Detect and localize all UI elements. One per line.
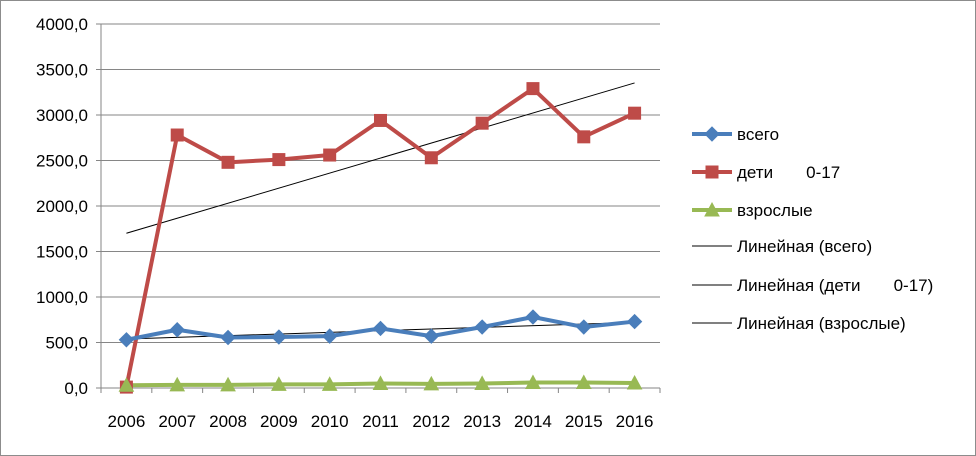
y-tick-label: 3500,0	[36, 61, 88, 80]
data-point	[576, 319, 592, 335]
data-point	[628, 106, 642, 120]
x-tick-label: 2012	[412, 412, 450, 431]
y-tick-label: 2500,0	[36, 152, 88, 171]
x-tick-label: 2010	[311, 412, 349, 431]
data-point	[525, 374, 541, 390]
x-tick-label: 2013	[463, 412, 501, 431]
data-point	[423, 328, 440, 344]
y-tick-label: 1500,0	[36, 243, 88, 262]
x-tick-labels: 2006 2007 2008 2009 2010 2011 2012 2013 2014 2015…	[107, 412, 653, 431]
y-tick-label: 0,0	[64, 379, 88, 398]
data-point	[424, 151, 438, 165]
series-lines	[118, 82, 643, 394]
legend-label: Линейная (всего)	[737, 237, 872, 256]
data-point	[374, 113, 387, 127]
x-tick-label: 2015	[565, 412, 603, 431]
trendlines	[126, 82, 635, 386]
x-tick-label: 2007	[158, 412, 196, 431]
data-point	[704, 201, 720, 217]
x-tick-label: 2016	[616, 412, 654, 431]
data-point	[169, 322, 185, 338]
legend-label: Линейная (дети 0-17)	[737, 276, 933, 295]
data-point	[323, 148, 337, 162]
x-tick-label: 2011	[362, 412, 399, 431]
data-point	[271, 376, 287, 391]
y-tick-label: 3000,0	[36, 106, 88, 125]
legend-label: взрослые	[737, 201, 813, 220]
y-tick-labels: 0,0 500,0 1000,0 1500,0 2000,0 2500,0 3000,0 35…	[36, 15, 88, 398]
data-point	[626, 374, 643, 390]
y-tick-label: 2000,0	[36, 197, 88, 216]
data-point	[372, 320, 389, 337]
data-point	[526, 82, 540, 96]
data-point	[220, 376, 236, 392]
x-tick-label: 2014	[514, 412, 552, 431]
data-point	[321, 376, 338, 391]
data-point	[575, 374, 592, 390]
data-point	[272, 153, 286, 167]
x-tick-label: 2008	[209, 412, 247, 431]
data-point	[372, 375, 389, 390]
y-tick-label: 1000,0	[36, 288, 88, 307]
data-point	[321, 328, 338, 344]
data-point	[705, 165, 719, 179]
data-point	[118, 332, 135, 348]
trendline	[126, 82, 635, 234]
data-point	[221, 155, 235, 169]
data-point	[474, 319, 490, 335]
data-point	[626, 313, 643, 330]
data-point	[704, 126, 720, 142]
x-tick-label: 2009	[260, 412, 298, 431]
data-point	[423, 375, 440, 391]
data-point	[271, 329, 287, 345]
legend-label: всего	[737, 125, 779, 144]
data-point	[474, 375, 490, 390]
data-point	[118, 377, 135, 392]
data-point	[577, 130, 591, 144]
data-point	[169, 376, 186, 392]
legend-label: Линейная (взрослые)	[737, 314, 906, 333]
y-tick-label: 500,0	[45, 334, 88, 353]
data-point	[475, 116, 489, 130]
legend-label: дети 0-17	[737, 163, 840, 182]
data-point	[525, 309, 541, 325]
x-tick-label: 2006	[107, 412, 145, 431]
data-point	[170, 128, 184, 142]
data-point	[220, 329, 236, 346]
y-tick-label: 4000,0	[36, 15, 88, 34]
legend: всего дети 0-17 взрослые Линейная (всего) Ли…	[692, 125, 933, 333]
